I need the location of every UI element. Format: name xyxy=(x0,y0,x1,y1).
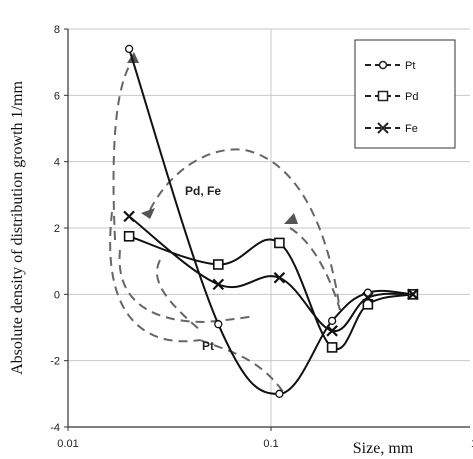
y-tick-label: -2 xyxy=(50,356,60,368)
legend-box xyxy=(354,39,456,149)
data-point-pd xyxy=(274,237,285,249)
arrow-pdfe-left xyxy=(141,208,155,219)
annotation-pd-fe: Pd, Fe xyxy=(185,184,221,198)
x-tick-label: 0.1 xyxy=(263,438,278,450)
y-tick-label: 2 xyxy=(54,223,60,235)
legend-marker-pd xyxy=(377,90,389,102)
legend-item-pt: Pt xyxy=(365,60,415,72)
legend-label-pd: Pd xyxy=(405,91,418,103)
x-tick-labels: 0.01 0.1 1 xyxy=(57,427,473,450)
series-fe xyxy=(123,210,419,337)
envelope-pt-peak xyxy=(112,57,135,241)
envelope-pdfe-dip xyxy=(118,249,256,324)
legend-marker-fe xyxy=(377,122,389,134)
data-point-pd xyxy=(123,230,135,242)
data-point-pt xyxy=(327,316,337,326)
y-tick-label: 8 xyxy=(54,24,60,36)
legend-item-fe: Fe xyxy=(365,122,418,135)
y-tick-label: 6 xyxy=(54,90,60,102)
y-tick-labels: -4 -2 0 2 4 6 8 xyxy=(50,24,68,434)
legend-label-fe: Fe xyxy=(405,123,418,135)
series-layer xyxy=(123,44,419,398)
annotation-arrows xyxy=(127,52,298,224)
annotation-pt: Pt xyxy=(202,339,214,353)
legend-label-pt: Pt xyxy=(405,60,415,72)
data-point-fe xyxy=(273,271,286,284)
envelope-pdfe-arc xyxy=(149,148,341,311)
data-point-pd xyxy=(212,259,224,270)
arrow-pdfe-right xyxy=(284,213,298,224)
envelope-pdfe-tail xyxy=(289,227,341,311)
y-tick-label: 0 xyxy=(54,289,60,301)
envelope-pt-lower xyxy=(109,211,201,343)
legend-item-pd: Pd xyxy=(365,90,418,103)
arrow-pt-peak xyxy=(127,52,139,63)
data-point-pd xyxy=(326,342,338,353)
x-tick-label: 0.01 xyxy=(57,438,78,450)
data-point-fe xyxy=(212,278,225,291)
envelope-pt-inner xyxy=(155,259,201,331)
annotation-curves xyxy=(109,57,341,394)
data-point-pt xyxy=(214,320,223,329)
data-point-fe xyxy=(326,325,338,337)
data-point-pt xyxy=(275,389,284,398)
data-point-pd xyxy=(362,298,374,310)
data-point-fe xyxy=(123,210,135,223)
x-tick-label: 1 xyxy=(471,438,473,450)
data-point-pt xyxy=(124,44,134,54)
x-axis-label: Size, mm xyxy=(353,440,414,457)
legend: Pt Pd Fe xyxy=(354,39,456,149)
legend-marker-pt xyxy=(378,60,388,70)
data-point-fe xyxy=(407,288,419,301)
y-tick-label: -4 xyxy=(50,422,60,434)
y-axis-label: Absolute density of distribution growth … xyxy=(9,81,26,375)
data-point-fe xyxy=(362,291,374,304)
y-tick-label: 4 xyxy=(54,157,60,169)
